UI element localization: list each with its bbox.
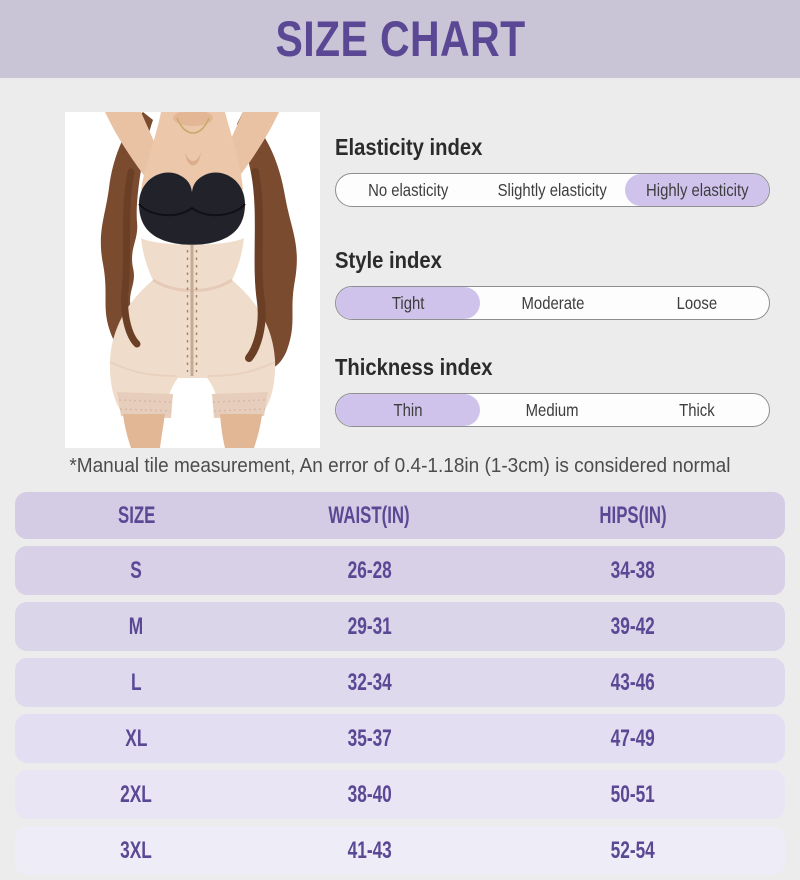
hips-cell: 39-42 xyxy=(610,612,656,640)
option-no-elasticity: No elasticity xyxy=(336,174,480,206)
measurement-note: *Manual tile measurement, An error of 0.… xyxy=(0,455,800,478)
option-label: No elasticity xyxy=(368,179,449,200)
option-label: Thick xyxy=(679,399,715,420)
hips-cell: 50-51 xyxy=(610,780,656,808)
option-highly-elasticity-selected: Highly elasticity xyxy=(624,174,769,206)
waist-cell: 29-31 xyxy=(347,612,392,640)
hips-cell: 34-38 xyxy=(610,556,656,584)
option-label: Loose xyxy=(676,292,718,313)
option-thick: Thick xyxy=(625,394,769,426)
elasticity-index-title: Elasticity index xyxy=(335,134,483,160)
size-cell: M xyxy=(129,612,144,640)
thickness-pill-bar: Thin Medium Thick xyxy=(335,393,770,427)
page-title: SIZE CHART xyxy=(274,11,526,67)
table-row-s: S 26-28 34-38 xyxy=(15,546,785,595)
waist-cell: 35-37 xyxy=(347,724,392,752)
measurement-note-text: *Manual tile measurement, An error of 0.… xyxy=(69,455,731,477)
column-header-size: SIZE xyxy=(117,501,155,529)
hips-cell: 52-54 xyxy=(610,836,656,864)
table-row-m: M 29-31 39-42 xyxy=(15,602,785,651)
waist-cell: 41-43 xyxy=(347,836,392,864)
table-header-row: SIZE WAIST(IN) HIPS(IN) xyxy=(15,492,785,539)
option-tight-selected: Tight xyxy=(336,287,481,319)
hips-cell: 43-46 xyxy=(610,668,656,696)
size-table: SIZE WAIST(IN) HIPS(IN) S 26-28 34-38 M … xyxy=(15,492,785,880)
header-band: SIZE CHART xyxy=(0,0,800,78)
option-moderate: Moderate xyxy=(480,287,624,319)
column-header-waist: WAIST(IN) xyxy=(328,501,410,529)
option-label: Slightly elasticity xyxy=(497,179,608,200)
thickness-index-title: Thickness index xyxy=(335,354,493,380)
size-cell: XL xyxy=(125,724,148,752)
elasticity-index-section: Elasticity index No elasticity Slightly … xyxy=(335,134,770,207)
style-index-title: Style index xyxy=(335,247,442,273)
size-cell: S xyxy=(130,556,143,584)
option-thin-selected: Thin xyxy=(336,394,481,426)
style-index-section: Style index Tight Moderate Loose xyxy=(335,247,770,320)
column-header-hips: HIPS(IN) xyxy=(599,501,667,529)
waist-cell: 32-34 xyxy=(347,668,392,696)
option-slightly-elasticity: Slightly elasticity xyxy=(480,174,624,206)
table-row-xl: XL 35-37 47-49 xyxy=(15,714,785,763)
option-label: Thin xyxy=(393,399,423,420)
option-label: Moderate xyxy=(521,292,584,313)
thickness-index-section: Thickness index Thin Medium Thick xyxy=(335,354,770,427)
table-row-3xl: 3XL 41-43 52-54 xyxy=(15,826,785,875)
elasticity-pill-bar: No elasticity Slightly elasticity Highly… xyxy=(335,173,770,207)
size-cell: L xyxy=(130,668,142,696)
hips-cell: 47-49 xyxy=(610,724,656,752)
table-row-l: L 32-34 43-46 xyxy=(15,658,785,707)
option-label: Tight xyxy=(391,292,425,313)
waist-cell: 26-28 xyxy=(347,556,392,584)
option-loose: Loose xyxy=(625,287,769,319)
option-label: Medium xyxy=(526,399,579,420)
product-photo-card xyxy=(65,110,320,448)
option-label: Highly elasticity xyxy=(645,179,749,200)
table-row-2xl: 2XL 38-40 50-51 xyxy=(15,770,785,819)
size-cell: 2XL xyxy=(120,780,153,808)
waist-cell: 38-40 xyxy=(347,780,392,808)
style-pill-bar: Tight Moderate Loose xyxy=(335,286,770,320)
size-cell: 3XL xyxy=(120,836,153,864)
product-photo xyxy=(65,110,320,448)
option-medium: Medium xyxy=(480,394,624,426)
